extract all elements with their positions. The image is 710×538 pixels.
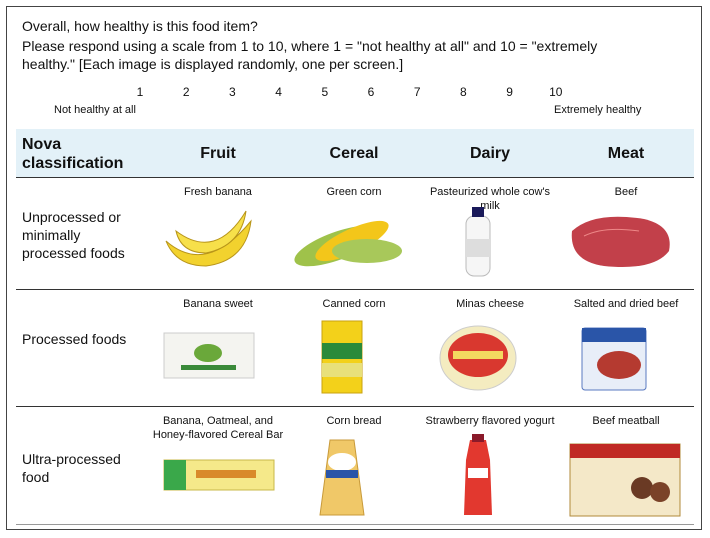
header-cell: Nova classification <box>22 136 124 172</box>
item-caption: Salted and dried beef <box>573 298 679 310</box>
frame <box>6 6 702 530</box>
row-label: Unprocessed or minimally processed foods <box>22 209 125 261</box>
question-line: healthy." [Each image is displayed rando… <box>22 56 404 72</box>
scale-point: 3 <box>229 85 236 99</box>
food-image <box>439 325 517 391</box>
scale-low-label: Not healthy at all <box>54 104 136 116</box>
rule <box>16 524 694 525</box>
food-image <box>465 207 491 277</box>
food-image <box>163 459 275 491</box>
item-caption: Beef meatball <box>592 415 660 427</box>
food-image <box>319 439 365 516</box>
scale-point: 1 <box>136 85 144 99</box>
header-background <box>16 129 694 177</box>
food-image <box>571 216 670 267</box>
header-cell: Fruit <box>200 145 236 162</box>
question-line: Overall, how healthy is this food item? <box>22 18 258 34</box>
food-image <box>569 443 681 517</box>
scale-high-label: Extremely healthy <box>554 104 642 116</box>
food-image <box>581 327 647 391</box>
scale-point: 6 <box>367 85 375 99</box>
item-caption: Banana sweet <box>183 298 253 310</box>
item-caption: Canned corn <box>322 298 386 310</box>
item-caption: Minas cheese <box>456 298 524 310</box>
scale-point: 2 <box>182 85 190 99</box>
food-image <box>294 220 402 267</box>
food-image <box>165 210 252 267</box>
row-label: Ultra-processed food <box>22 451 121 485</box>
header-cell: Meat <box>607 145 645 162</box>
food-image <box>464 434 492 515</box>
item-caption: Fresh banana <box>184 186 252 198</box>
item-caption: Green corn <box>326 186 382 198</box>
scale-point: 7 <box>413 85 421 99</box>
scale-point: 5 <box>321 85 329 99</box>
question-line: Please respond using a scale from 1 to 1… <box>22 38 598 54</box>
item-caption: Strawberry flavored yogurt <box>425 415 555 427</box>
food-image <box>321 320 363 394</box>
item-caption: Pasteurized whole cow's milk <box>429 186 551 212</box>
food-image <box>163 332 255 379</box>
rule <box>16 406 694 407</box>
header-cell: Cereal <box>329 145 379 162</box>
item-caption: Beef <box>614 186 638 198</box>
item-caption: Corn bread <box>326 415 382 427</box>
scale-point: 10 <box>549 85 563 99</box>
row-label: Processed foods <box>22 331 127 347</box>
scale-point: 8 <box>460 85 467 99</box>
rule <box>16 289 694 290</box>
header-cell: Dairy <box>469 145 511 162</box>
rule <box>16 177 694 178</box>
item-caption: Banana, Oatmeal, and Honey-flavored Cere… <box>152 415 284 441</box>
scale-point: 9 <box>506 85 513 99</box>
scale-point: 4 <box>275 85 282 99</box>
